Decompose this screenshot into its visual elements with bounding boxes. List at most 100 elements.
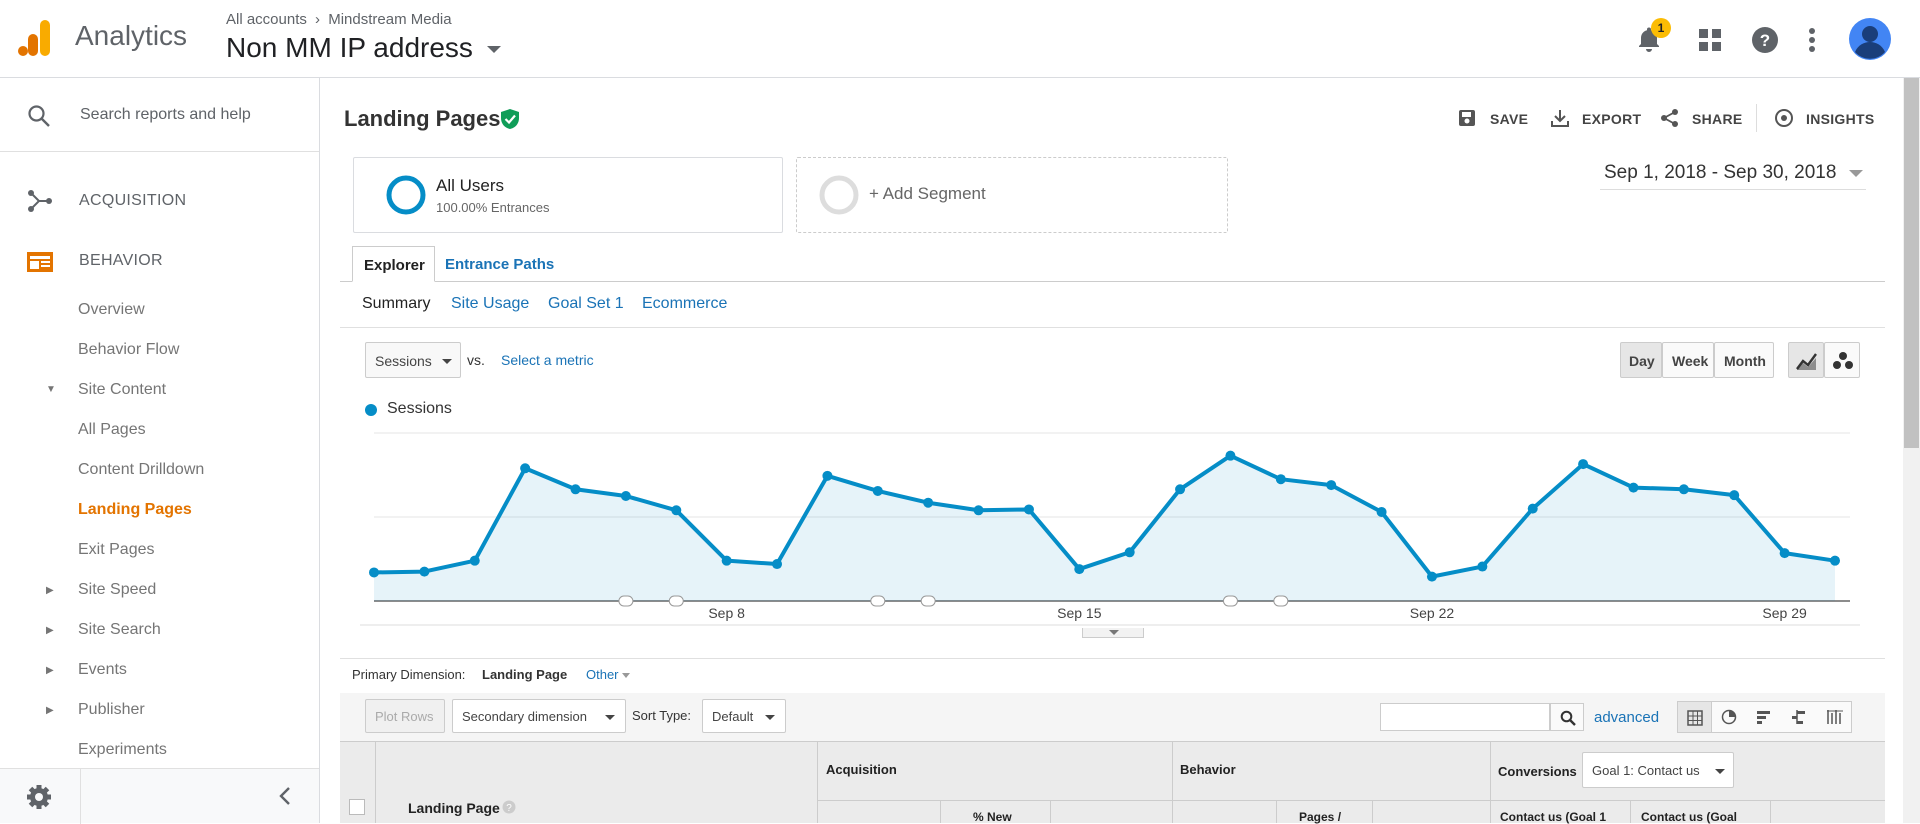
comparison-icon[interactable]: [1791, 709, 1807, 725]
sessions-line-chart[interactable]: Sep 8 Sep 15 Sep 22 Sep 29: [360, 425, 1870, 640]
data-point: [469, 555, 480, 566]
table-filter-input[interactable]: [1380, 703, 1550, 731]
sidebar-item-events[interactable]: Events: [78, 661, 127, 678]
help-icon[interactable]: ?: [1751, 26, 1779, 54]
x-tick-label: Sep 29: [1762, 605, 1807, 621]
tab-explorer[interactable]: Explorer: [352, 246, 435, 282]
gear-icon[interactable]: [26, 784, 52, 810]
data-point: [1175, 484, 1186, 495]
property-name: Non MM IP address: [226, 32, 473, 63]
add-segment-card[interactable]: + Add Segment: [796, 157, 1228, 233]
collapse-chevron-icon[interactable]: [278, 786, 292, 806]
sidebar-item-behavior-flow[interactable]: Behavior Flow: [78, 341, 180, 358]
add-segment-label: + Add Segment: [869, 184, 986, 203]
sidebar-item-content-drilldown[interactable]: Content Drilldown: [78, 461, 205, 478]
line-chart-toggle[interactable]: [1788, 342, 1824, 378]
granularity-week-button[interactable]: Week: [1662, 342, 1714, 378]
search-placeholder[interactable]: Search reports and help: [80, 106, 251, 123]
apps-grid-icon[interactable]: [1698, 28, 1722, 52]
help-icon[interactable]: ?: [502, 800, 516, 814]
sort-type-select[interactable]: Default: [702, 699, 786, 733]
divider: [817, 800, 1172, 801]
insights-button[interactable]: [1774, 108, 1794, 128]
share-label[interactable]: SHARE: [1692, 111, 1743, 127]
sidebar-item-site-search[interactable]: Site Search: [78, 621, 161, 638]
sidebar-section-acquisition[interactable]: ACQUISITION: [79, 192, 187, 209]
granularity-day-button[interactable]: Day: [1620, 342, 1662, 378]
pie-chart-icon[interactable]: [1721, 709, 1737, 725]
subtab-site-usage[interactable]: Site Usage: [451, 295, 530, 312]
data-point: [1376, 506, 1387, 517]
view-table-button[interactable]: [1677, 701, 1712, 733]
analytics-logo-icon[interactable]: [18, 18, 52, 58]
breadcrumb-account[interactable]: Mindstream Media: [328, 11, 452, 28]
avatar[interactable]: [1849, 18, 1891, 60]
tab-entrance-paths[interactable]: Entrance Paths: [445, 256, 555, 273]
notifications-button[interactable]: 1: [1636, 18, 1671, 54]
data-point: [1628, 482, 1639, 493]
x-tick-label: Sep 22: [1410, 605, 1455, 621]
advanced-filter-link[interactable]: advanced: [1594, 709, 1660, 726]
table-filter-button[interactable]: [1550, 703, 1584, 731]
sidebar-item-overview[interactable]: Overview: [78, 301, 145, 318]
plot-rows-button[interactable]: Plot Rows: [365, 699, 445, 733]
property-selector[interactable]: Non MM IP address: [226, 32, 501, 64]
segment-card-all-users[interactable]: All Users 100.00% Entrances: [353, 157, 783, 233]
export-label[interactable]: EXPORT: [1582, 111, 1642, 127]
data-point: [822, 470, 833, 481]
motion-chart-toggle[interactable]: [1824, 342, 1860, 378]
plot-rows-label: Plot Rows: [375, 709, 434, 724]
column-header-contact-us-value[interactable]: Contact us (Goal: [1641, 810, 1738, 824]
sidebar-section-behavior[interactable]: BEHAVIOR: [79, 252, 163, 269]
date-range-picker[interactable]: Sep 1, 2018 - Sep 30, 2018: [1600, 160, 1866, 190]
sidebar-item-publisher[interactable]: Publisher: [78, 701, 145, 718]
data-point: [1426, 571, 1437, 582]
bar-chart-icon[interactable]: [1756, 709, 1772, 725]
sidebar-item-landing-pages[interactable]: Landing Pages: [78, 501, 192, 518]
column-header-contact-us-completions[interactable]: Contact us (Goal 1: [1500, 810, 1607, 824]
subtab-ecommerce[interactable]: Ecommerce: [642, 295, 728, 312]
select-metric-link[interactable]: Select a metric: [501, 352, 594, 368]
select-all-checkbox[interactable]: [349, 799, 365, 815]
more-vert-icon[interactable]: [1808, 27, 1816, 53]
breadcrumb-accounts[interactable]: All accounts: [226, 11, 307, 28]
primary-dimension-other[interactable]: Other: [586, 667, 631, 682]
sidebar-item-all-pages[interactable]: All Pages: [78, 421, 146, 438]
sidebar: Search reports and help ACQUISITION BEHA…: [0, 78, 320, 824]
sidebar-item-site-speed[interactable]: Site Speed: [78, 581, 157, 598]
secondary-dimension-label: Secondary dimension: [462, 709, 588, 724]
subtab-goal-set-1[interactable]: Goal Set 1: [548, 295, 624, 312]
subtab-summary[interactable]: Summary: [362, 295, 431, 312]
insights-label[interactable]: INSIGHTS: [1806, 111, 1875, 127]
granularity-month-button[interactable]: Month: [1714, 342, 1774, 378]
data-point: [1779, 548, 1790, 559]
breadcrumb[interactable]: All accounts › Mindstream Media: [226, 11, 452, 28]
secondary-dimension-select[interactable]: Secondary dimension: [452, 699, 626, 733]
app-name[interactable]: Analytics: [75, 20, 188, 51]
share-button[interactable]: [1660, 108, 1680, 128]
column-header-new-sessions[interactable]: % New: [973, 810, 1012, 824]
share-icon: [1661, 109, 1678, 127]
caret-down-icon: [442, 359, 452, 364]
primary-dimension-landing-page[interactable]: Landing Page: [482, 667, 568, 682]
column-header-landing-page[interactable]: Landing Page: [408, 800, 500, 816]
verified-shield-icon: [501, 109, 519, 129]
metric-select[interactable]: Sessions: [365, 342, 461, 378]
data-point: [1074, 564, 1085, 575]
scrollbar-thumb[interactable]: [1904, 78, 1919, 448]
sidebar-item-site-content[interactable]: Site Content: [78, 381, 167, 398]
vs-label: vs.: [467, 352, 485, 368]
goal-select[interactable]: Goal 1: Contact us: [1582, 752, 1734, 788]
chart-expand-handle[interactable]: [1082, 628, 1144, 638]
sidebar-item-exit-pages[interactable]: Exit Pages: [78, 541, 155, 558]
column-header-pages-per-session[interactable]: Pages /: [1299, 810, 1342, 824]
divider: [1276, 800, 1277, 823]
sidebar-search[interactable]: Search reports and help: [0, 78, 319, 152]
export-button[interactable]: [1550, 108, 1570, 128]
sidebar-item-experiments[interactable]: Experiments: [78, 741, 167, 758]
term-cloud-icon[interactable]: [1826, 709, 1844, 725]
save-label[interactable]: SAVE: [1490, 111, 1529, 127]
grid-table-icon: [1687, 710, 1703, 726]
save-button[interactable]: [1458, 109, 1476, 127]
divider: [340, 658, 1885, 659]
